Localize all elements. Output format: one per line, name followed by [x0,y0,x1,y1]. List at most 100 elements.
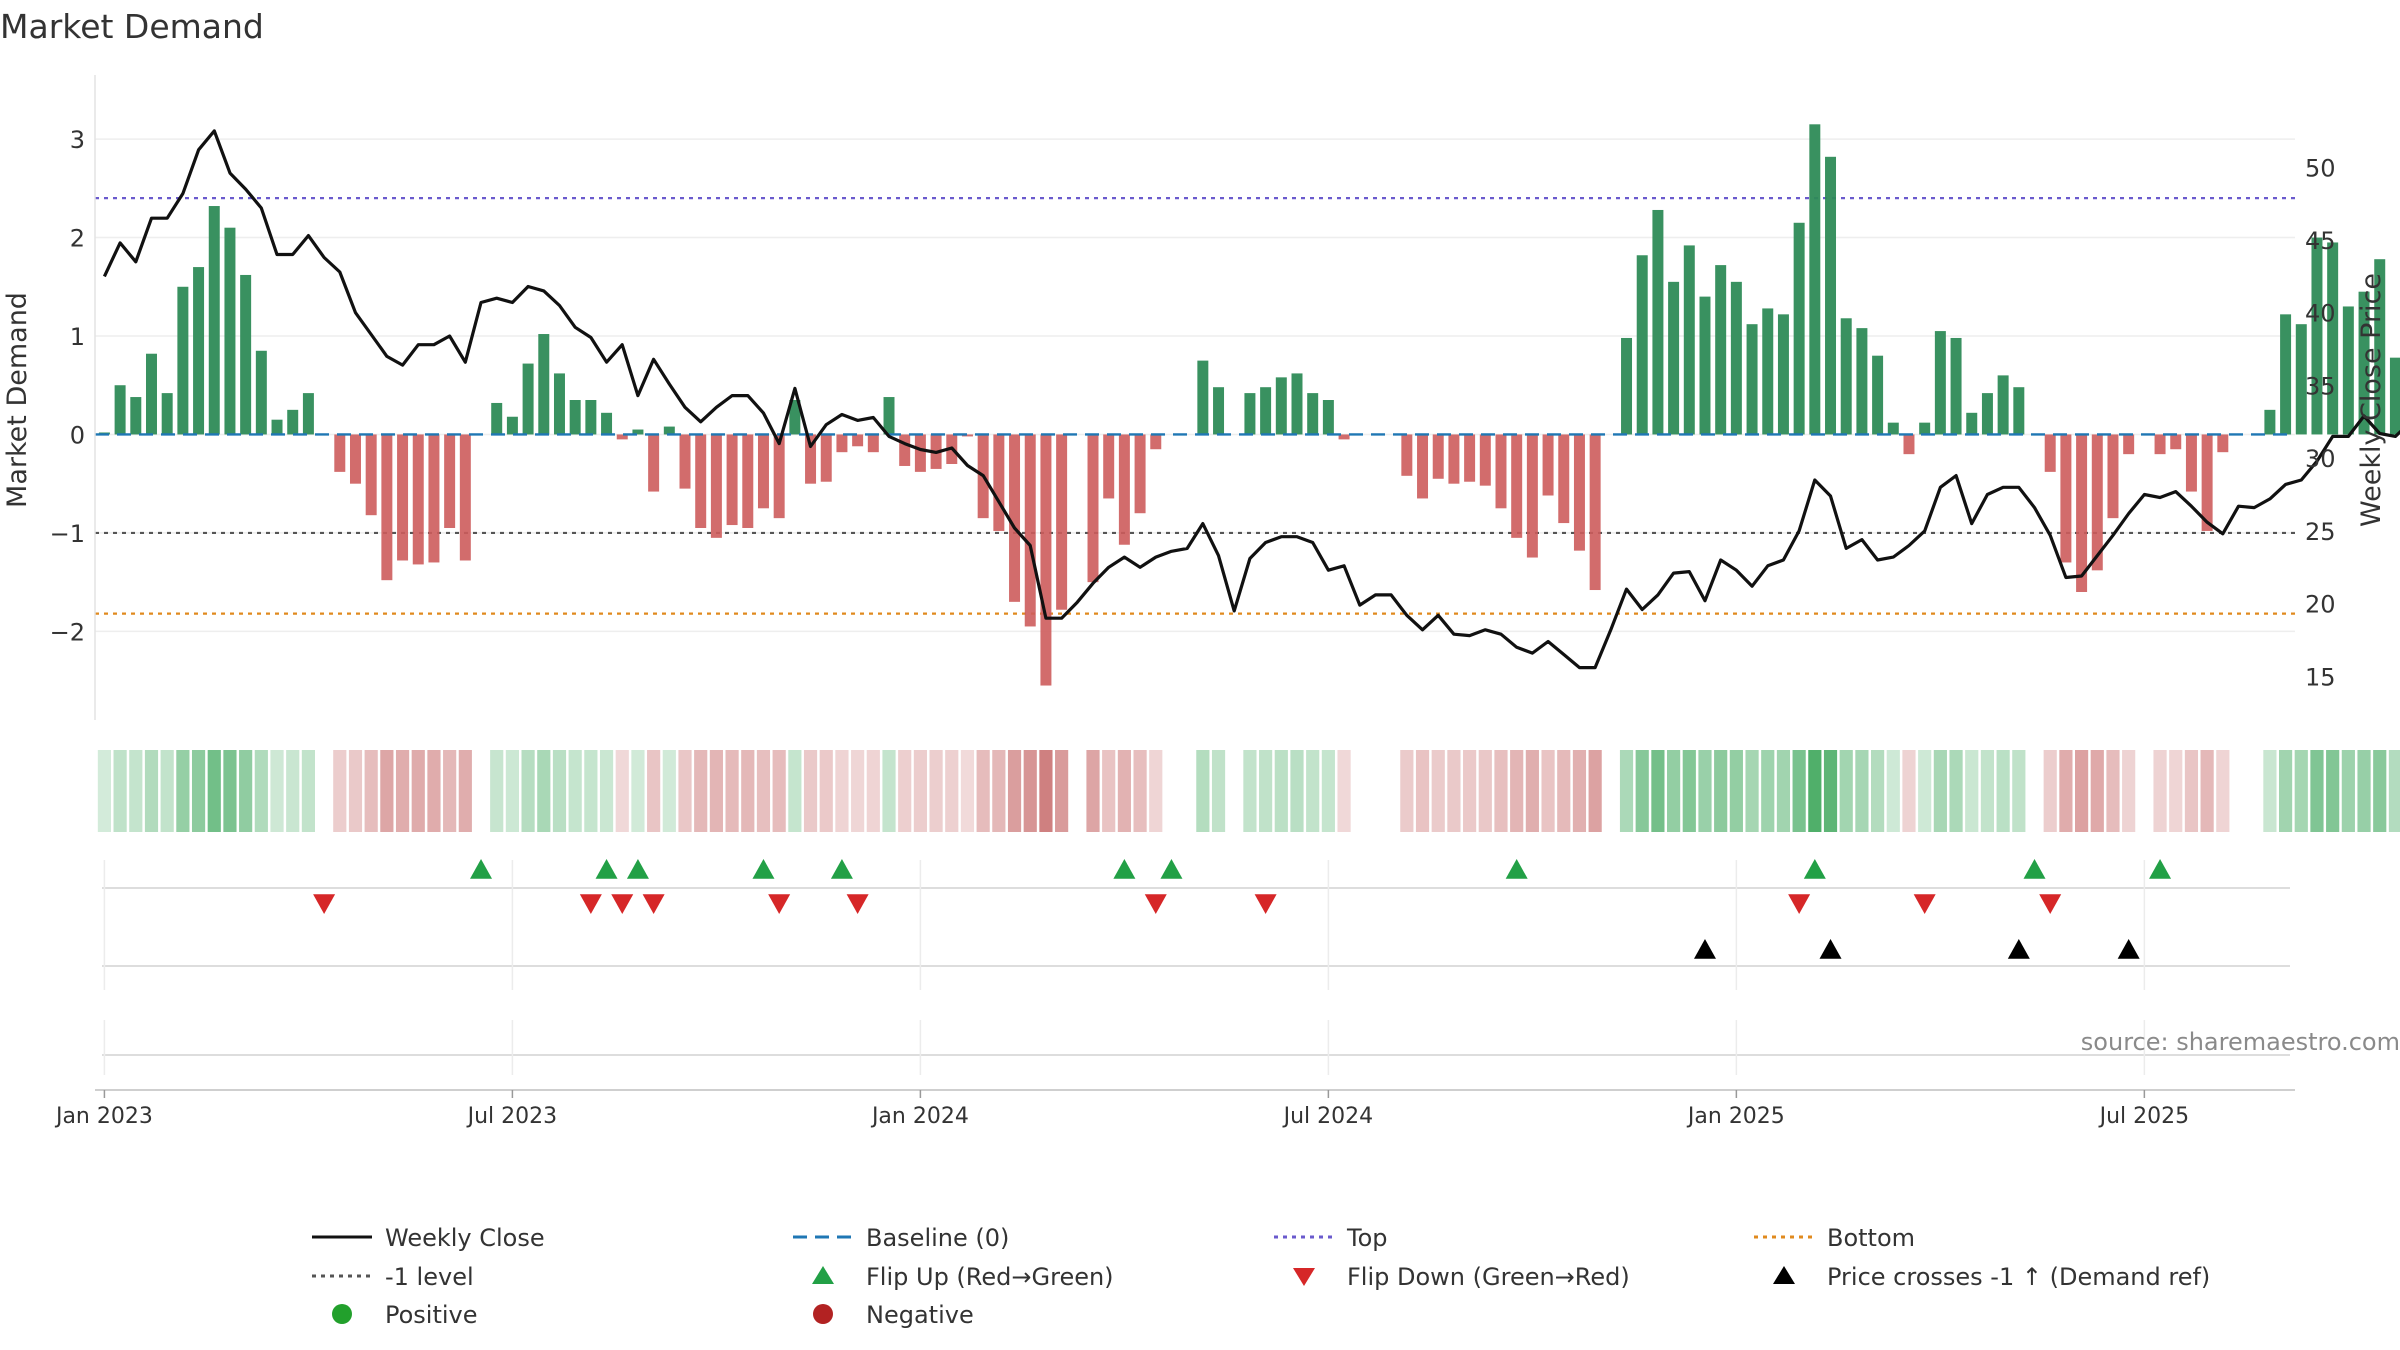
heat-strip-cell [1667,750,1681,832]
heat-strip-cell [1478,750,1492,832]
legend-negative-label: Negative [866,1301,974,1329]
y-right-tick-label: 15 [2305,663,2336,691]
heat-strip-cell [97,750,112,832]
demand-bar-negative [1150,434,1162,450]
heat-strip-cell [1902,750,1916,832]
demand-bar-negative [334,434,346,472]
heat-strip-cell [1321,750,1335,832]
x-tick-label: Jul 2025 [2098,1104,2190,1129]
demand-bar-negative [1134,434,1146,514]
demand-bar-positive [1825,156,1837,435]
flip-down-marker [1913,894,1936,914]
demand-bar-positive [1197,360,1209,435]
flip-down-marker [1788,894,1811,914]
heat-strip-cell [1635,750,1649,832]
heat-strip-cell [1996,750,2010,832]
heat-strip-cell [364,750,378,832]
y-left-tick-label: −1 [50,520,85,548]
legend-positive-swatch [332,1304,352,1324]
heat-strip-cell [2388,750,2400,832]
axis-layer: 3 2 1 0 −1 −2 50 45 40 35 30 25 20 15 [50,75,2336,720]
demand-bar-positive [1793,222,1805,435]
heat-strip-cell [1023,750,1037,832]
legend-top-label: Top [1346,1224,1388,1252]
demand-bar-negative [616,434,628,440]
heat-strip-cell [2075,750,2089,832]
legend: Weekly Close Baseline (0) Top Bottom -1 leve… [312,1224,2210,1329]
x-tick-label: Jan 2025 [1686,1104,1785,1129]
heat-strip-cell [1965,750,1979,832]
demand-bar-negative [444,434,456,528]
legend-negative-swatch [813,1304,833,1324]
y-right-tick-label: 25 [2305,518,2336,546]
demand-bar-positive [2264,409,2276,435]
demand-bar-negative [1103,434,1115,499]
x-tick-label: Jan 2024 [870,1104,969,1129]
demand-bar-negative [2076,434,2088,592]
heat-strip-cell [2090,750,2104,832]
legend-flip-down-swatch [1293,1268,1315,1286]
legend-negative: Negative [813,1301,974,1329]
demand-bar-negative [1495,434,1507,509]
legend-baseline-label: Baseline (0) [866,1224,1009,1252]
heat-strip-cell [1117,750,1131,832]
heat-strip-cell [866,750,880,832]
heat-strip-cell [1211,750,1226,832]
chart-title: Market Demand [0,7,264,46]
demand-bar-negative [2217,434,2229,453]
demand-bar-negative [710,434,722,538]
demand-bar-negative [1401,434,1413,476]
demand-bar-negative [867,434,879,453]
demand-bar-negative [914,434,926,472]
demand-bar-negative [349,434,361,484]
demand-bar-positive [632,429,644,435]
heat-strip-cell [1776,750,1791,832]
legend-price-cross-swatch [1773,1266,1795,1284]
heat-strip-cell [1557,750,1571,832]
legend-price-cross: Price crosses -1 ↑ (Demand ref) [1773,1263,2210,1291]
heat-strip-cell [160,750,174,832]
y-left-tick-label: 0 [70,421,85,449]
heat-strip-cell [1337,750,1351,832]
demand-bar-negative [899,434,911,466]
demand-bar-negative [1589,434,1601,591]
demand-bar-negative [2091,434,2103,571]
flip-up-marker [1113,859,1136,879]
heat-strip-cell [1886,750,1900,832]
heat-strip-cell [678,750,692,832]
heat-strip-cell [2357,750,2371,832]
weekly-close-line [102,129,2400,670]
y-left-tick-label: 1 [70,323,85,351]
legend-flip-down: Flip Down (Green→Red) [1293,1263,1630,1291]
demand-bar-negative [993,434,1005,531]
demand-bar-positive [1621,337,1633,435]
legend-top: Top [1274,1224,1388,1252]
heat-strip-cell [788,750,802,832]
heat-strip-cell [1619,750,1634,832]
heat-strip-cell [945,750,959,832]
demand-bar-positive [240,274,252,435]
heat-strip-cell [882,750,896,832]
flip-up-marker [1505,859,1528,879]
price-cross-marker [1693,939,1716,959]
demand-bar-negative [695,434,707,528]
heat-strip-cell [1259,750,1273,832]
price-cross-marker [1819,939,1842,959]
heat-strip-cell [1510,750,1524,832]
flip-down-marker [1144,894,1167,914]
demand-bar-negative [2107,434,2119,519]
flip-down-marker [579,894,602,914]
demand-bar-positive [1856,328,1868,435]
heat-strip-cell [521,750,535,832]
heat-strip-cell [913,750,927,832]
heat-strip-cell [2216,750,2230,832]
heat-strip-cell [1839,750,1853,832]
demand-bar-negative [961,434,973,437]
legend-price-cross-label: Price crosses -1 ↑ (Demand ref) [1827,1263,2210,1291]
heat-strip-cell [1447,750,1461,832]
y-right-tick-label: 50 [2305,154,2336,182]
heat-strip-cell [1463,750,1477,832]
demand-bar-negative [428,434,440,563]
